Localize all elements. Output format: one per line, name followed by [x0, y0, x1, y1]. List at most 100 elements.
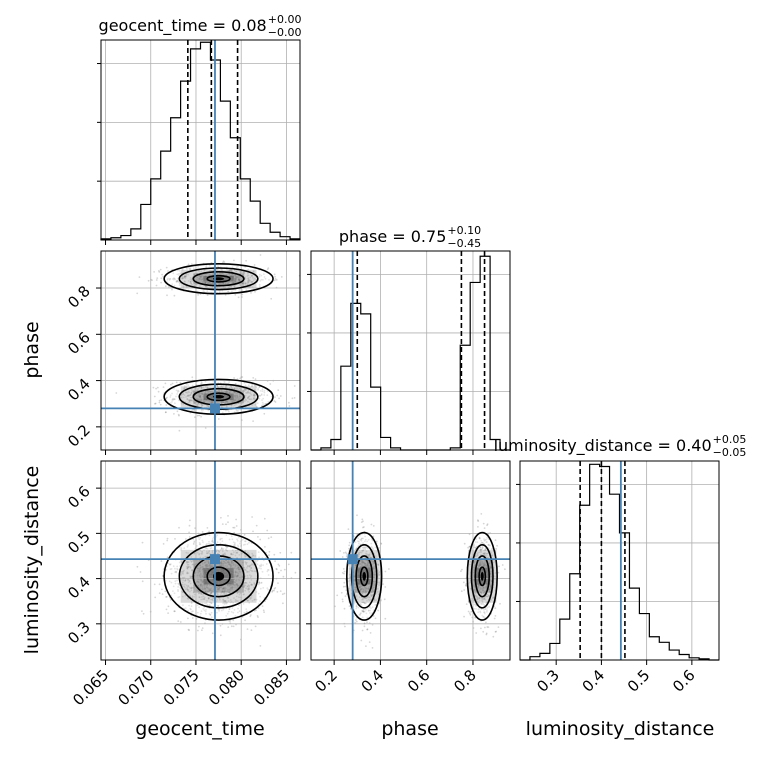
scatter-point [181, 395, 183, 397]
scatter-point [162, 386, 165, 388]
scatter-point [238, 397, 241, 400]
scatter-point [363, 625, 366, 628]
scatter-point [210, 282, 213, 284]
scatter-point [237, 399, 240, 401]
scatter-point [201, 381, 203, 384]
scatter-point [244, 282, 247, 284]
scatter-point [183, 387, 186, 390]
scatter-point [204, 427, 207, 429]
scatter-point [204, 399, 207, 402]
scatter-point [208, 530, 211, 533]
scatter-point [188, 391, 191, 394]
scatter-point [244, 276, 246, 279]
scatter-point [175, 389, 178, 392]
scatter-point [227, 409, 230, 412]
title-plus: +0.10 [447, 224, 481, 237]
scatter-point [206, 294, 209, 296]
scatter-point [188, 268, 191, 270]
y-tick-label: 0.3 [64, 618, 94, 648]
scatter-point [239, 279, 241, 282]
scatter-point [234, 395, 237, 397]
scatter-point [264, 277, 267, 280]
scatter-point [173, 294, 176, 297]
scatter-point [139, 571, 142, 573]
scatter-point [222, 260, 225, 263]
scatter-point [199, 398, 202, 401]
scatter-point [234, 399, 237, 402]
scatter-point [177, 620, 180, 622]
scatter-point [171, 382, 174, 385]
scatter-point [201, 629, 203, 632]
scatter-point [219, 283, 222, 286]
scatter-point [218, 389, 221, 392]
scatter-point [169, 394, 172, 397]
scatter-point [201, 393, 204, 396]
scatter-point [341, 600, 344, 603]
scatter-point [233, 388, 236, 390]
scatter-point [261, 605, 264, 607]
scatter-point [238, 279, 241, 282]
title-plus: +0.05 [713, 433, 747, 446]
scatter-point [238, 280, 241, 282]
scatter-point [278, 564, 281, 567]
scatter-point [224, 385, 227, 388]
scatter-point [161, 593, 164, 595]
scatter-point [225, 391, 228, 393]
scatter-point [167, 612, 170, 614]
scatter-point [221, 411, 224, 414]
scatter-point [182, 277, 185, 280]
scatter-point [263, 276, 266, 278]
scatter-point [205, 265, 208, 268]
scatter-point [243, 390, 246, 392]
scatter-point [178, 399, 180, 402]
title-main: geocent_time = 0.08 [99, 16, 267, 36]
scatter-point [260, 278, 263, 281]
scatter-point [225, 523, 227, 526]
scatter-point [244, 398, 247, 401]
scatter-point [264, 546, 266, 548]
scatter-point [186, 398, 189, 401]
scatter-point [339, 550, 342, 552]
scatter-point [178, 274, 181, 277]
title-luminosity_distance: luminosity_distance = 0.40 +0.05−0.05 [494, 433, 747, 459]
y-tick-label: 0.8 [64, 282, 94, 312]
scatter-point [179, 381, 182, 384]
scatter-point [226, 400, 229, 402]
scatter-point [220, 402, 223, 405]
scatter-point [231, 290, 233, 293]
scatter-point [212, 282, 214, 285]
scatter-point [167, 277, 169, 280]
scatter-point [363, 526, 365, 528]
scatter-point [151, 279, 153, 282]
scatter-point [238, 278, 241, 280]
scatter-point [237, 409, 240, 412]
scatter-point [238, 278, 241, 281]
scatter-point [170, 383, 172, 386]
scatter-point [236, 399, 239, 402]
scatter-point [196, 388, 199, 391]
scatter-point [187, 280, 190, 282]
scatter-point [198, 414, 201, 417]
histogram-phase [311, 255, 510, 451]
scatter-point [217, 418, 220, 420]
scatter-point [174, 402, 176, 405]
scatter-point [361, 629, 364, 632]
scatter-point [341, 556, 344, 558]
scatter-point [280, 276, 283, 278]
scatter-point [182, 393, 185, 395]
scatter-point [187, 402, 190, 404]
scatter-point [199, 392, 202, 395]
scatter-point [268, 550, 271, 553]
scatter-point [277, 582, 279, 584]
scatter-point [206, 290, 209, 292]
scatter-point [189, 396, 192, 399]
scatter-point [340, 591, 343, 594]
scatter-point [494, 607, 497, 609]
scatter-point [166, 294, 168, 297]
scatter-point [223, 381, 226, 383]
scatter-point [262, 397, 265, 400]
scatter-point [251, 516, 254, 518]
scatter-point [343, 581, 346, 584]
scatter-point [199, 396, 202, 399]
scatter-point [189, 268, 192, 271]
